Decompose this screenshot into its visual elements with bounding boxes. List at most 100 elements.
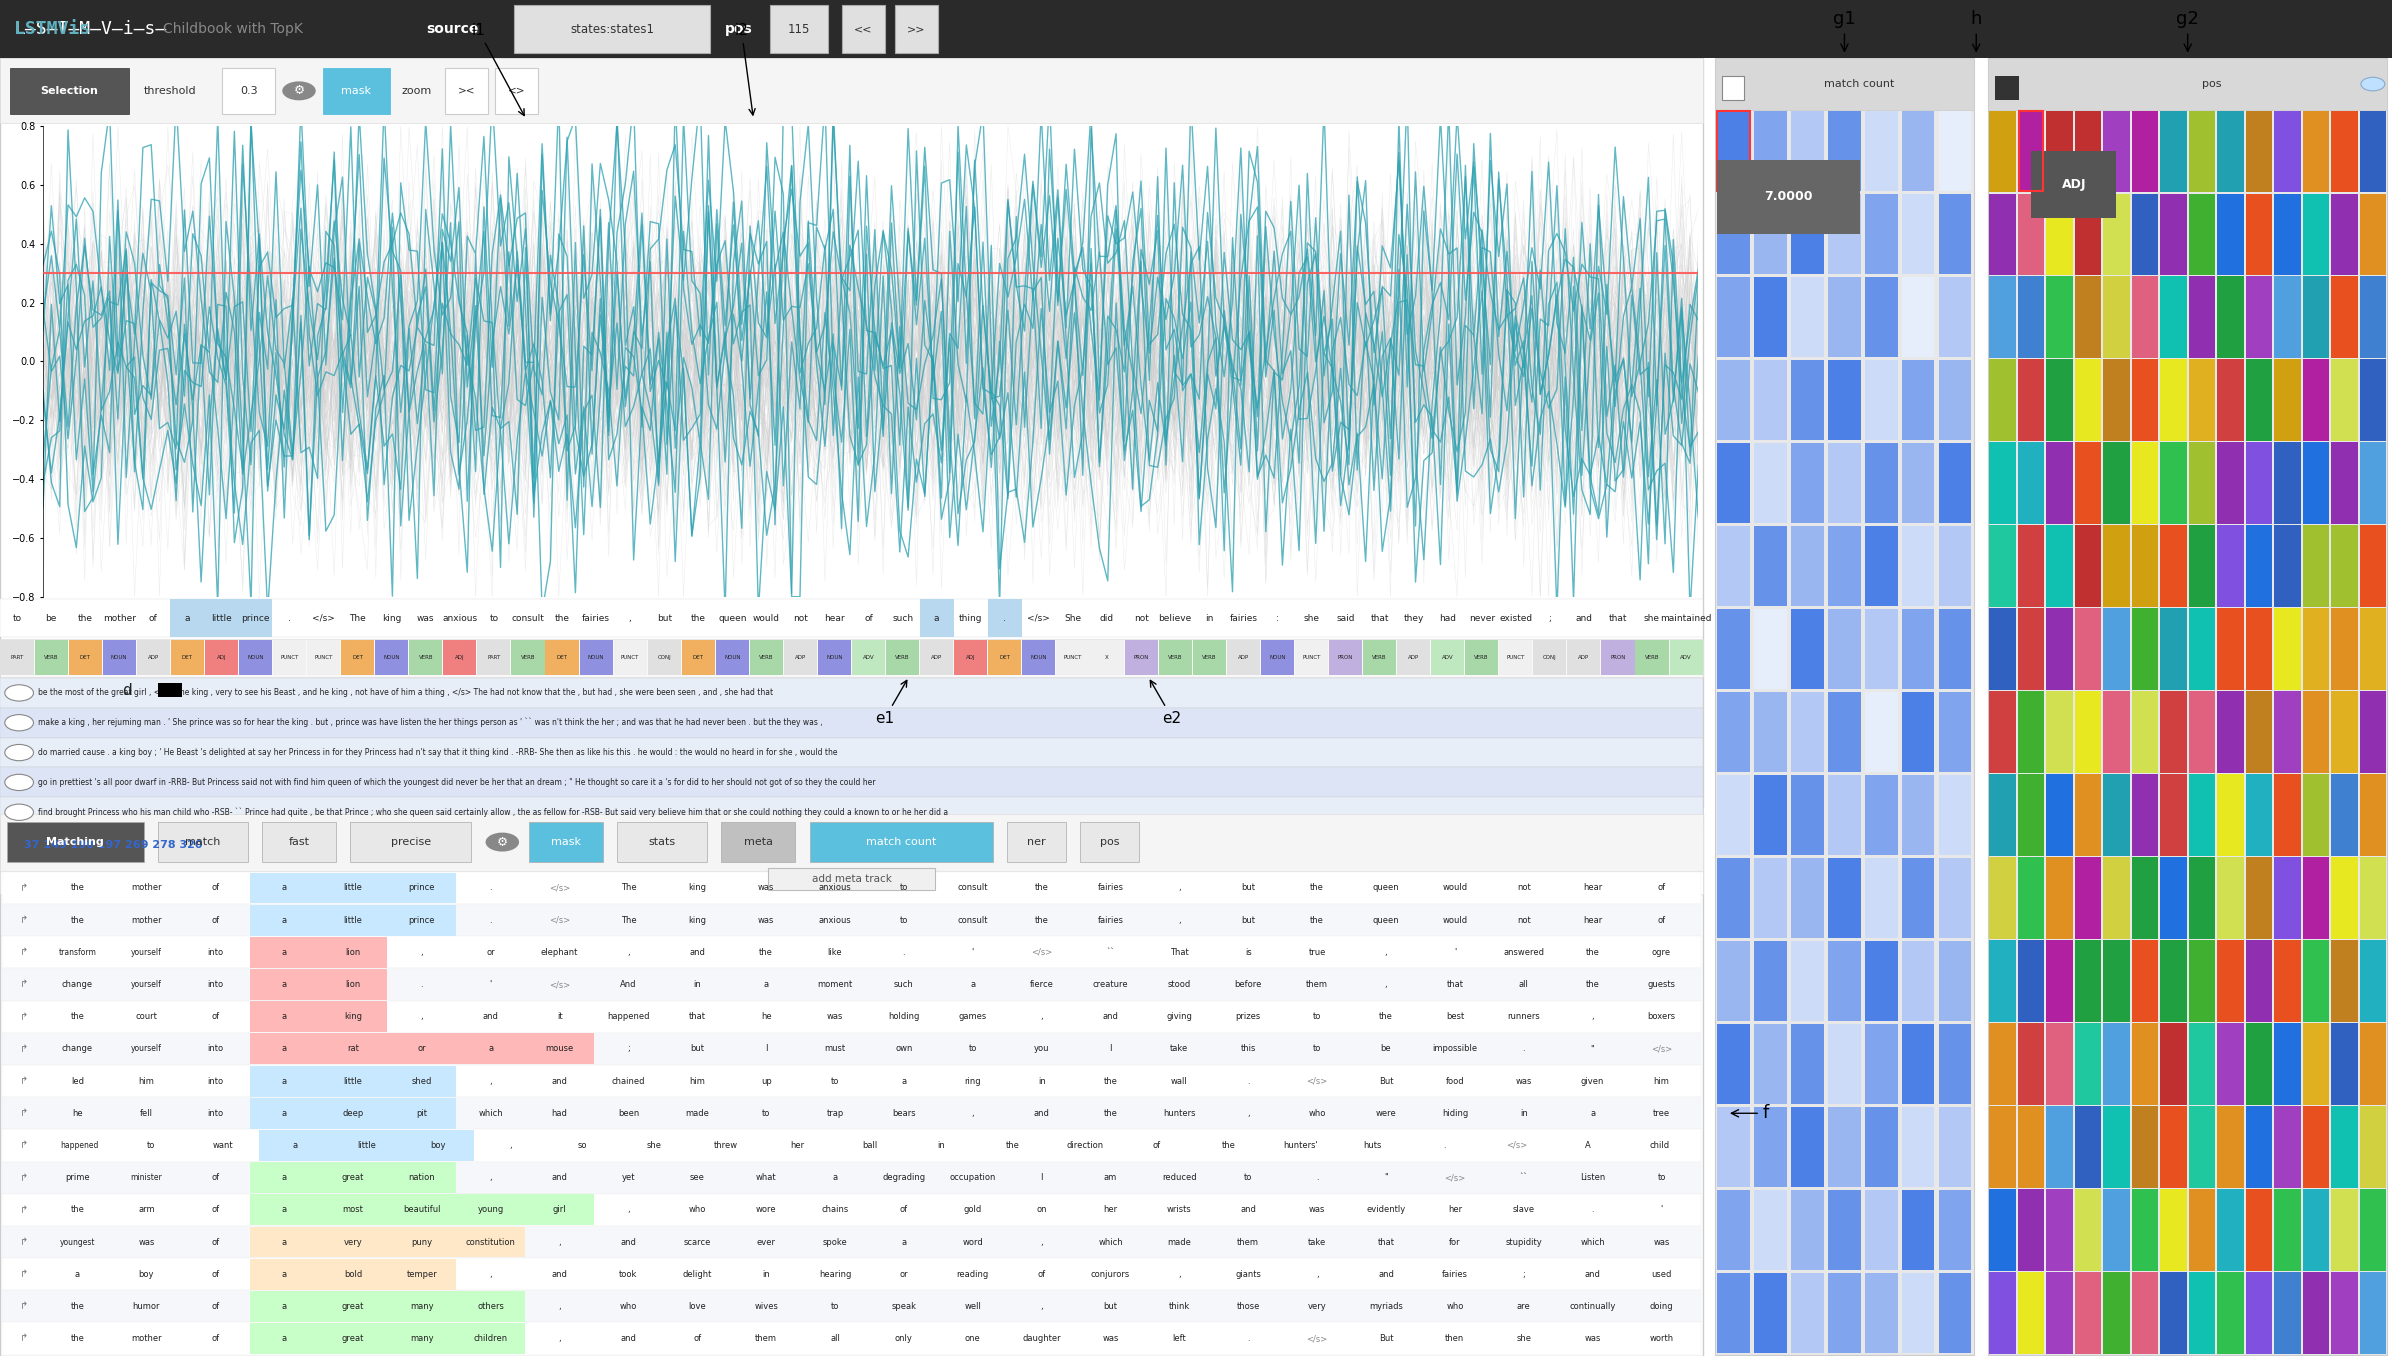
Text: threw: threw xyxy=(713,1140,737,1150)
Bar xyxy=(318,970,388,999)
Text: had: had xyxy=(1440,614,1457,622)
Text: NOUN: NOUN xyxy=(383,655,399,660)
Bar xyxy=(2303,774,2330,856)
Bar xyxy=(1940,858,1971,938)
Bar xyxy=(2189,1189,2215,1271)
Bar xyxy=(2332,194,2359,275)
Text: ner: ner xyxy=(1026,837,1045,848)
Bar xyxy=(1940,609,1971,689)
Bar xyxy=(0,814,1703,1356)
Text: prime: prime xyxy=(65,1173,91,1182)
Text: anxious: anxious xyxy=(818,915,852,925)
Text: ,: , xyxy=(1385,948,1387,957)
Text: e2: e2 xyxy=(1151,681,1182,725)
Bar xyxy=(1753,858,1787,938)
Bar xyxy=(2048,1189,2071,1271)
Bar xyxy=(2074,774,2100,856)
Bar xyxy=(2189,277,2215,358)
Bar xyxy=(2275,774,2301,856)
Bar xyxy=(954,640,988,675)
Bar xyxy=(1940,1191,1971,1271)
Text: the: the xyxy=(1311,884,1325,892)
Bar xyxy=(2275,1189,2301,1271)
Text: and: and xyxy=(1241,1205,1256,1215)
Bar xyxy=(2,872,1701,904)
Text: i1: i1 xyxy=(471,23,524,115)
Text: PUNCT: PUNCT xyxy=(1507,655,1526,660)
Bar xyxy=(2361,1106,2385,1188)
Text: mother: mother xyxy=(132,884,163,892)
Bar xyxy=(2074,1272,2100,1353)
Text: ↱: ↱ xyxy=(19,1333,29,1344)
Text: very: very xyxy=(1308,1302,1328,1311)
Text: in: in xyxy=(1519,1109,1528,1117)
Text: ADP: ADP xyxy=(1579,655,1591,660)
Text: was: was xyxy=(1584,1334,1600,1342)
Text: a: a xyxy=(282,1238,287,1246)
Text: and: and xyxy=(1033,1109,1050,1117)
Bar xyxy=(1827,443,1861,523)
Bar xyxy=(249,970,318,999)
Bar xyxy=(2048,194,2071,275)
Text: he: he xyxy=(761,1012,773,1021)
Text: </s>: </s> xyxy=(1306,1077,1328,1086)
Text: ↱: ↱ xyxy=(19,1173,29,1182)
Text: boxers: boxers xyxy=(1648,1012,1674,1021)
Text: LSTMVis: LSTMVis xyxy=(14,20,91,38)
Text: the: the xyxy=(69,1205,84,1215)
Bar xyxy=(402,1130,474,1161)
Bar xyxy=(749,640,782,675)
Text: of: of xyxy=(148,614,158,622)
Bar xyxy=(2074,1189,2100,1271)
Text: myriads: myriads xyxy=(1368,1302,1404,1311)
Text: ↱: ↱ xyxy=(19,1302,29,1311)
Text: the: the xyxy=(1103,1077,1117,1086)
Text: ": " xyxy=(1591,1044,1595,1054)
Bar xyxy=(785,640,818,675)
Bar xyxy=(1866,277,1897,358)
Text: a: a xyxy=(1591,1109,1595,1117)
Text: Childbook with TopK: Childbook with TopK xyxy=(163,22,301,37)
Bar xyxy=(1902,1024,1935,1104)
Text: meta: meta xyxy=(744,837,773,848)
Bar xyxy=(1007,822,1064,862)
Bar xyxy=(10,68,129,114)
Bar xyxy=(2361,442,2385,525)
Bar xyxy=(2189,941,2215,1022)
Bar xyxy=(2131,857,2158,940)
Bar xyxy=(2019,194,2045,275)
Text: ,: , xyxy=(1179,1269,1182,1279)
Text: girl: girl xyxy=(553,1205,567,1215)
Text: into: into xyxy=(208,980,222,989)
Text: ADJ: ADJ xyxy=(966,655,976,660)
Text: a: a xyxy=(282,1044,287,1054)
Bar xyxy=(2275,111,2301,193)
Text: elephant: elephant xyxy=(541,948,579,957)
Bar xyxy=(2019,1272,2045,1353)
Text: ,: , xyxy=(490,1173,493,1182)
Bar xyxy=(1940,443,1971,523)
Bar xyxy=(2361,359,2385,441)
Text: creature: creature xyxy=(1093,980,1129,989)
Text: who: who xyxy=(1447,1302,1464,1311)
Bar xyxy=(2131,442,2158,525)
Text: ,: , xyxy=(1041,1238,1043,1246)
Text: pos: pos xyxy=(2203,79,2222,89)
Bar xyxy=(2246,1189,2272,1271)
Text: well: well xyxy=(964,1302,981,1311)
Text: great: great xyxy=(342,1302,364,1311)
Text: c: c xyxy=(258,560,297,597)
Text: ADJ: ADJ xyxy=(454,655,464,660)
Text: Matching: Matching xyxy=(45,837,105,848)
Text: .: . xyxy=(1246,1077,1249,1086)
Bar xyxy=(2131,1189,2158,1271)
Text: gold: gold xyxy=(964,1205,983,1215)
Text: I: I xyxy=(1110,1044,1112,1054)
Bar xyxy=(249,1227,318,1257)
Bar xyxy=(1990,692,2016,773)
Bar xyxy=(2048,609,2071,690)
Text: be: be xyxy=(45,614,57,622)
Bar xyxy=(2160,1272,2186,1353)
Text: of: of xyxy=(1658,915,1665,925)
Bar xyxy=(852,640,885,675)
